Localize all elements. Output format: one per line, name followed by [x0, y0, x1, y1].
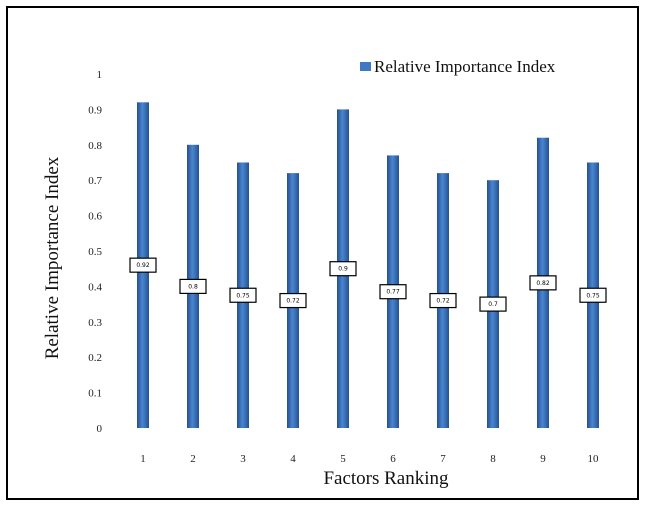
y-tick-label: 0.8 [88, 140, 102, 152]
x-tick-label: 7 [440, 453, 446, 465]
y-tick-label: 0.6 [88, 211, 102, 223]
data-label-box [179, 278, 207, 294]
x-tick-label: 6 [390, 453, 396, 465]
data-label-box [329, 261, 357, 277]
y-tick-label: 0.4 [88, 281, 102, 293]
data-label-box [279, 292, 307, 309]
y-axis-title: Relative Importance Index [42, 156, 63, 359]
bar-chart: 00.10.20.30.40.50.60.70.80.91 0.920.80.7… [42, 57, 607, 489]
data-label-box [479, 296, 507, 312]
data-label: 0.92 [136, 262, 150, 269]
data-label: 0.72 [286, 298, 300, 305]
data-label-box [529, 275, 557, 291]
data-label: 0.77 [386, 289, 400, 296]
x-tick-label: 9 [540, 453, 546, 465]
x-tick-label: 10 [588, 453, 600, 465]
bars [137, 102, 599, 429]
y-tick-label: 0.9 [88, 104, 102, 116]
y-tick-label: 0 [97, 423, 103, 435]
data-label: 0.8 [188, 283, 198, 290]
legend: Relative Importance Index [360, 57, 556, 76]
x-tick-label: 3 [240, 453, 246, 465]
y-tick-label: 0.7 [88, 175, 102, 187]
data-label: 0.9 [338, 266, 348, 273]
x-tick-label: 5 [340, 453, 346, 465]
x-tick-label: 1 [140, 453, 146, 465]
data-label: 0.75 [586, 292, 600, 299]
data-label-box [379, 284, 407, 300]
y-tick-label: 0.1 [88, 388, 102, 400]
y-tick-label: 0.2 [88, 352, 102, 364]
x-axis-ticks: 1 2 3 4 5 6 7 8 9 10 [140, 453, 599, 465]
x-tick-label: 2 [190, 453, 196, 465]
x-tick-label: 4 [290, 453, 296, 465]
legend-label: Relative Importance Index [374, 57, 556, 76]
data-label: 0.75 [236, 292, 250, 299]
data-label: 0.72 [436, 298, 450, 305]
data-labels: 0.92 0.8 0.75 0.72 0.9 0.77 0.72 0.7 0.82 0.75 [129, 257, 607, 312]
y-axis-ticks: 0 0.1 0.2 0.3 0.4 0.5 0.6 0.7 0.8 0.9 1 [88, 69, 102, 435]
y-tick-label: 1 [97, 69, 103, 81]
y-tick-label: 0.5 [88, 246, 102, 258]
data-label: 0.82 [536, 280, 550, 287]
data-label: 0.7 [488, 301, 498, 308]
x-axis-title: Factors Ranking [323, 468, 449, 489]
data-label-box [229, 287, 257, 303]
data-label-box [129, 257, 157, 273]
legend-swatch [360, 62, 371, 71]
y-tick-label: 0.3 [88, 317, 102, 329]
chart-frame: 0 0.1 0.2 0.3 0.4 0.5 0.6 0.7 0.8 0.9 1 0.92 0.8 0.7… [6, 6, 639, 500]
x-tick-label: 8 [490, 453, 496, 465]
data-label-box [429, 292, 457, 309]
data-label-box [579, 287, 607, 303]
